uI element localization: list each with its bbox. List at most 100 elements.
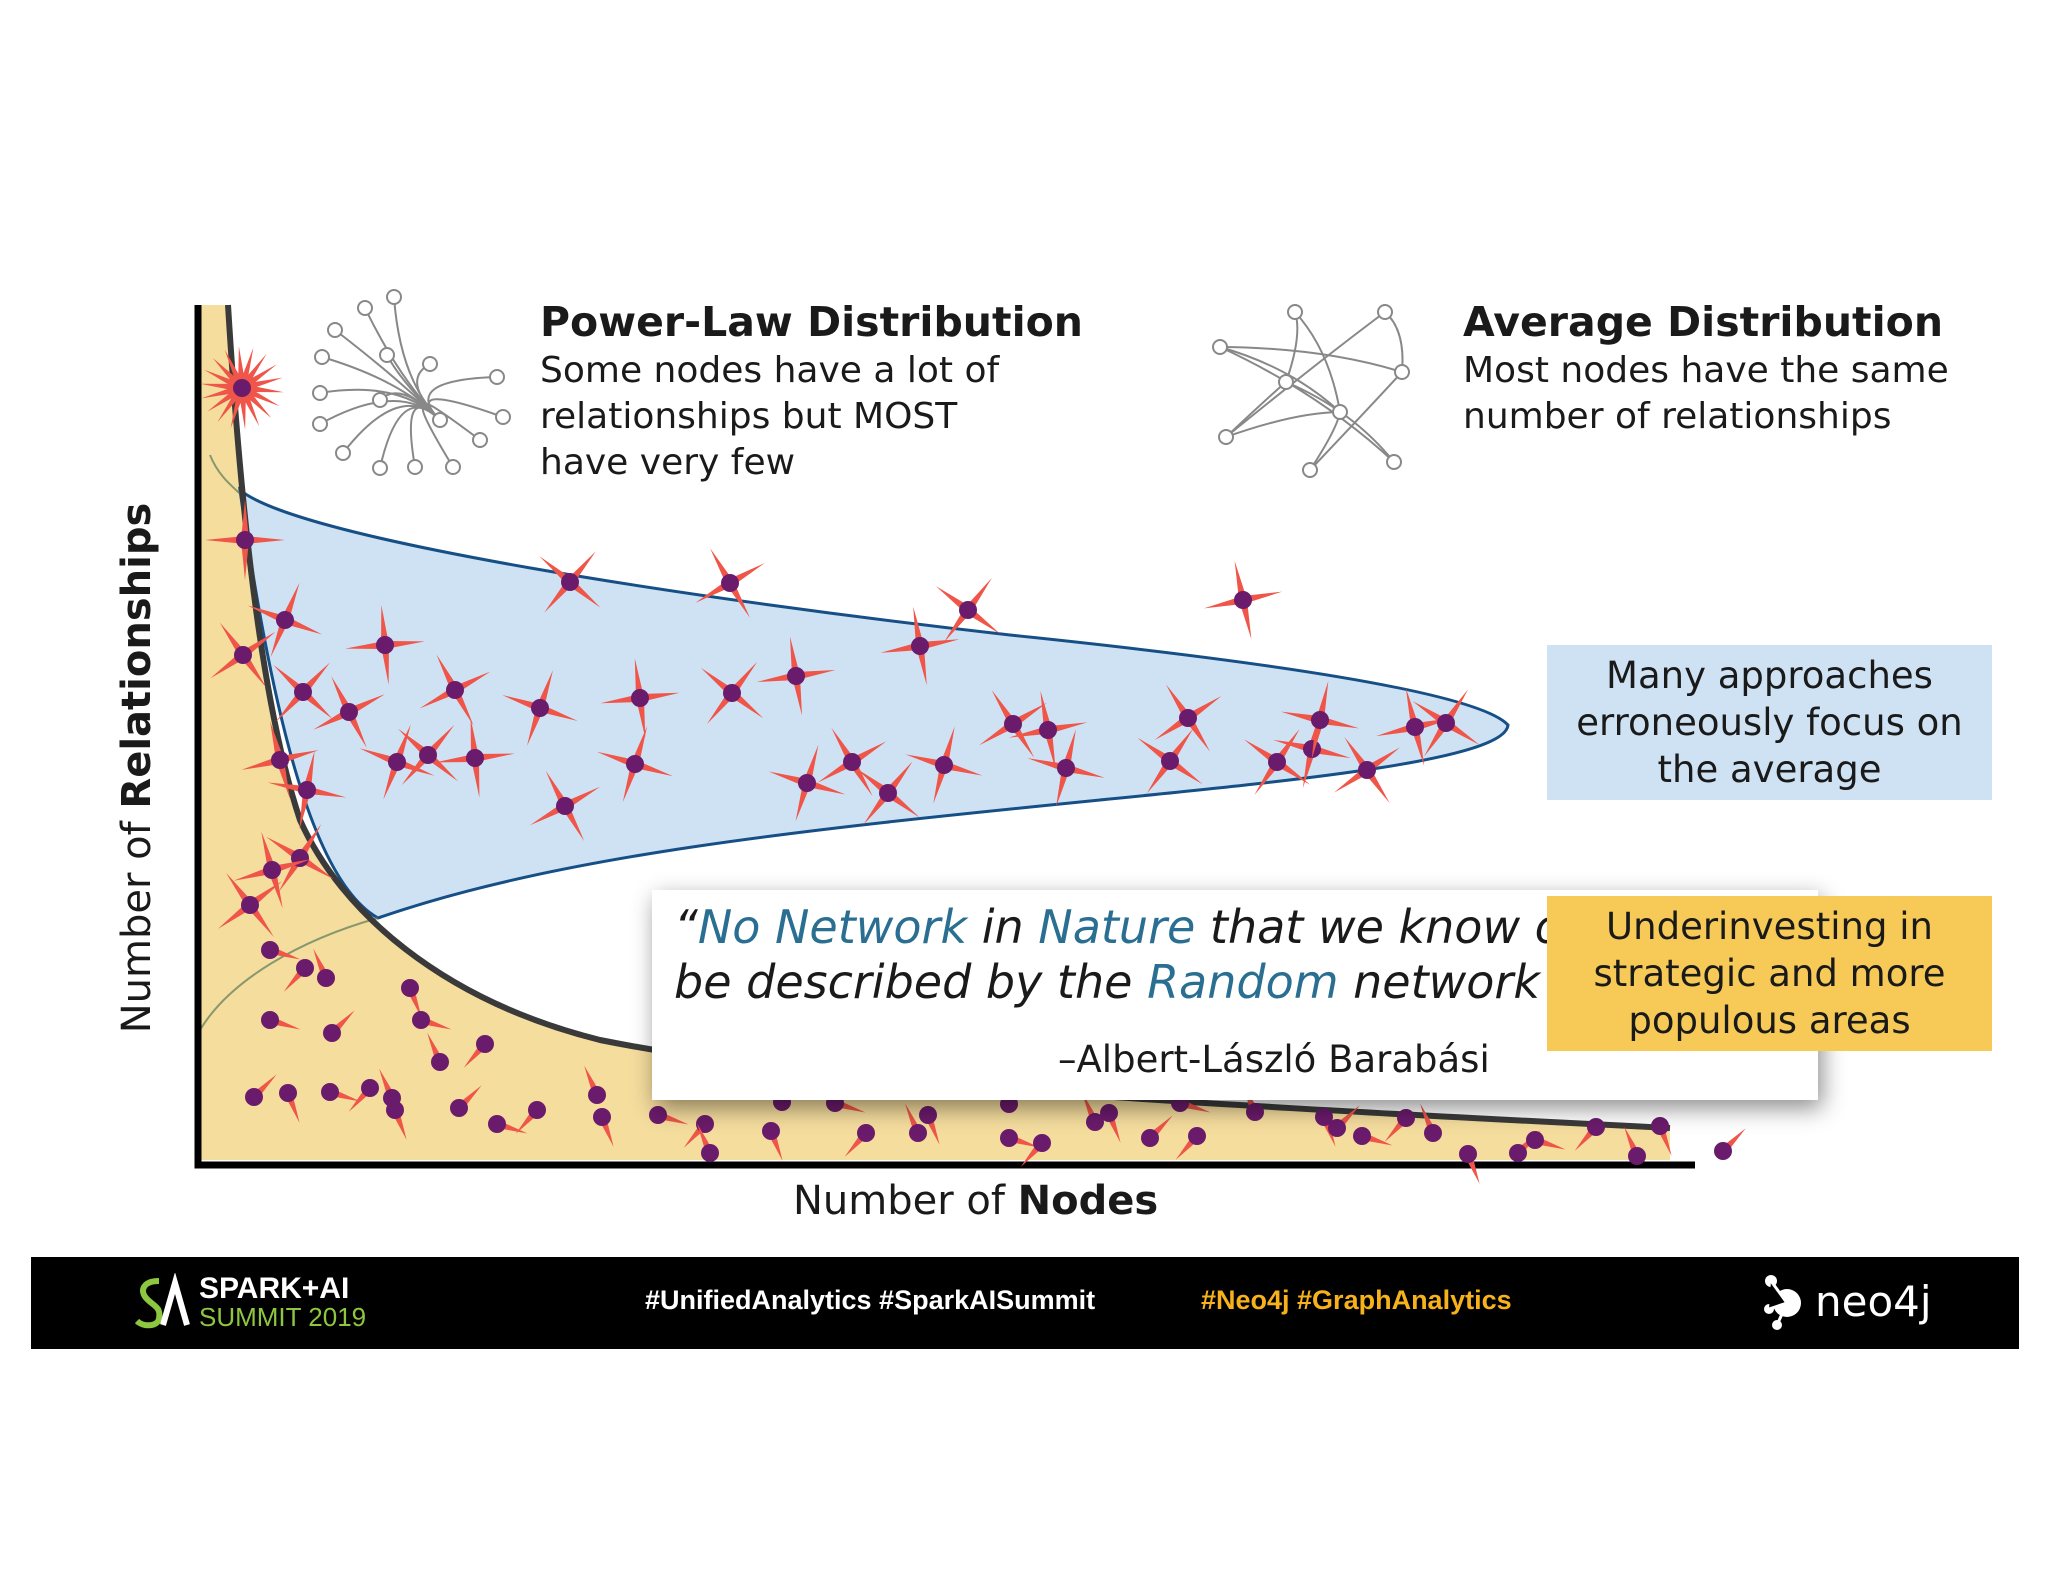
quote-segment: in [967,900,1039,954]
node-star [345,605,425,685]
quote-highlight: No Network [697,900,968,954]
node-star [463,1035,494,1068]
node-star [401,979,422,1018]
network-edge [1384,311,1404,373]
node-spike [245,536,285,544]
node-dot [488,1115,506,1133]
node-dot [1246,1103,1264,1121]
node-dot [1000,1129,1018,1147]
node-dot [723,684,741,702]
node-spike [1008,726,1049,738]
node-dot [412,1011,430,1029]
x-axis-label-bold: Nodes [1017,1178,1159,1224]
node-dot [1311,711,1329,729]
node-dot [1179,709,1197,727]
network-node [1278,374,1294,390]
node-star [856,761,920,825]
network-node [1394,364,1410,380]
node-dot [909,1124,927,1142]
network-node [489,369,505,385]
node-star [584,1065,606,1104]
node-spike [1203,596,1244,609]
average-network-icon [1212,304,1410,478]
node-dot [386,1101,404,1119]
neo4j-logo-icon [1764,1275,1801,1330]
node-star [649,1106,689,1125]
quote-segment: be described by the [674,955,1148,1009]
spark-ai-summit-logo: SPARK+AI SUMMIT 2019 [131,1273,366,1333]
node-star [397,724,459,786]
network-edge [1225,381,1287,438]
network-node [357,300,373,316]
node-star [596,725,674,803]
node-spike [789,636,800,677]
node-star [313,948,335,987]
node-star [1353,1127,1393,1146]
node-dot [531,699,549,717]
node-star [241,721,319,799]
network-edge [1294,311,1341,413]
node-spike [1411,726,1425,766]
node-star [700,661,764,725]
spark-logo-line2: SUMMIT 2019 [199,1302,367,1332]
node-dot [561,573,579,591]
node-dot [696,1115,714,1133]
hashtags-yellow: #Neo4j #GraphAnalytics [1201,1285,1512,1315]
power-law-area [198,305,1670,1160]
node-star [1000,1129,1040,1148]
node-spike [916,645,927,686]
node-dot [298,781,316,799]
average-focus-callout: Many approaches erroneously focus on the… [1547,645,1992,800]
network-edge [1225,311,1386,438]
node-dot [1234,591,1252,609]
node-spike [241,540,249,580]
node-star [1280,680,1360,760]
power-law-description: Some nodes have a lot of relationships b… [540,350,1000,483]
node-spike [880,642,921,653]
node-star [245,1074,277,1106]
node-spike [1044,729,1056,770]
node-spike [384,641,425,649]
node-dot [234,646,252,664]
node-dot [1587,1118,1605,1136]
node-star [261,941,301,960]
underinvesting-callout: Underinvesting in strategic and more pop… [1547,896,1992,1051]
network-edge [1285,311,1299,383]
node-star [233,831,311,909]
node-star [905,1103,927,1142]
node-dot [233,379,251,397]
node-spike [1376,723,1416,737]
node-dot [1459,1145,1477,1163]
node-spike [634,658,644,699]
node-dot [276,611,294,629]
spark-ai-logo-icon [134,1273,190,1329]
node-spike [756,672,797,683]
node-spike [1239,599,1252,640]
node-spike [600,694,641,704]
node-star [1100,1104,1121,1143]
node-dot [631,689,649,707]
neo4j-wordmark: neo4j [1815,1276,1932,1326]
y-axis-label-bold: Relationships [114,502,160,809]
node-spike [267,782,308,794]
node-star [1243,728,1311,796]
footer-bar: SPARK+AI SUMMIT 2019 #UnifiedAnalytics #… [31,1257,2019,1349]
node-dot [241,896,259,914]
node-star [762,1122,783,1161]
node-star [427,1032,449,1071]
network-node [1302,462,1318,478]
node-dot [1328,1119,1346,1137]
node-dot [361,1079,379,1097]
quote-segment: that we know of t [1195,900,1612,954]
network-node [1377,304,1393,320]
node-star [247,582,323,658]
node-star [210,622,276,688]
node-dot [1004,715,1022,733]
network-edge [1219,346,1341,413]
node-star [593,1108,614,1147]
node-star [1315,1108,1336,1147]
node-dot [263,861,281,879]
network-edge [1285,381,1395,463]
quote-text: “No Network in Nature that we know of t … [674,900,1818,1010]
node-star [979,690,1047,758]
